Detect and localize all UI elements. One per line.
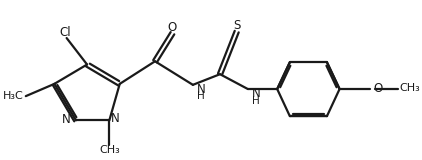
Text: Cl: Cl (59, 26, 70, 39)
Text: O: O (168, 21, 177, 34)
Text: N: N (62, 113, 71, 126)
Text: H₃C: H₃C (3, 91, 24, 101)
Text: H: H (197, 92, 205, 101)
Text: O: O (373, 82, 383, 95)
Text: N: N (197, 83, 206, 96)
Text: N: N (252, 87, 260, 100)
Text: CH₃: CH₃ (400, 83, 421, 93)
Text: N: N (111, 112, 120, 125)
Text: H: H (252, 96, 260, 106)
Text: S: S (233, 19, 241, 32)
Text: CH₃: CH₃ (99, 145, 120, 155)
